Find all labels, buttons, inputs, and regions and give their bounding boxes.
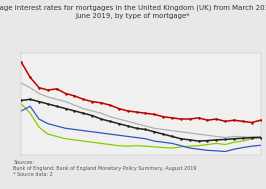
Text: Sources:
Bank of England; Bank of England Monetary Policy Summary, August 2019
*: Sources: Bank of England; Bank of Englan… (13, 160, 197, 177)
Text: Average interest rates for mortgages in the United Kingdom (UK) from March 2014 : Average interest rates for mortgages in … (0, 5, 266, 19)
